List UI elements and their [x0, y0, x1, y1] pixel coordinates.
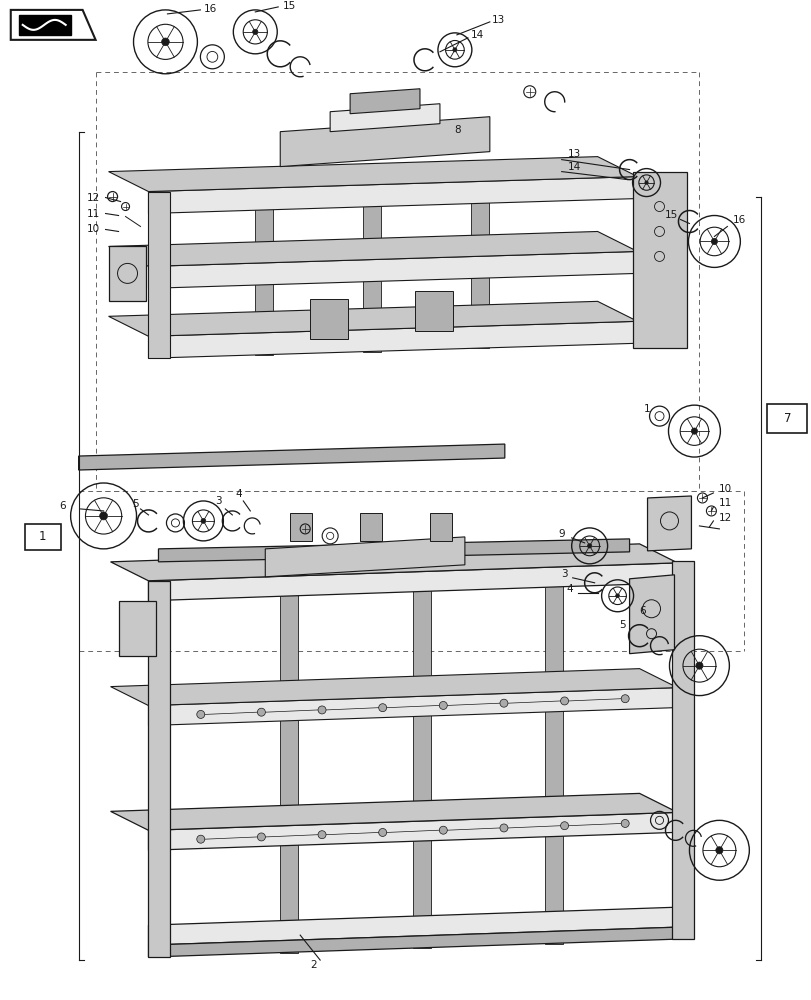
Circle shape	[257, 833, 265, 841]
Polygon shape	[470, 182, 488, 348]
Circle shape	[644, 181, 647, 184]
Circle shape	[500, 699, 508, 707]
Text: 11: 11	[718, 498, 731, 508]
Polygon shape	[310, 299, 348, 339]
Polygon shape	[429, 513, 452, 541]
Circle shape	[196, 835, 204, 843]
Polygon shape	[672, 561, 693, 939]
Text: 12: 12	[718, 513, 731, 523]
Text: 6: 6	[59, 501, 66, 511]
Polygon shape	[413, 572, 431, 948]
Polygon shape	[359, 513, 382, 541]
Circle shape	[620, 819, 629, 827]
Circle shape	[500, 824, 508, 832]
Polygon shape	[148, 321, 637, 358]
Polygon shape	[148, 581, 170, 957]
Polygon shape	[110, 669, 676, 706]
Text: 10: 10	[87, 224, 100, 234]
Text: 15: 15	[664, 210, 677, 220]
Polygon shape	[110, 793, 676, 830]
Text: 13: 13	[568, 149, 581, 159]
Circle shape	[453, 48, 457, 52]
Text: 6: 6	[638, 606, 645, 616]
Circle shape	[715, 847, 722, 854]
Polygon shape	[109, 246, 146, 301]
Circle shape	[318, 706, 326, 714]
Polygon shape	[148, 177, 637, 214]
Text: 4: 4	[566, 584, 573, 594]
Polygon shape	[414, 291, 453, 331]
Polygon shape	[109, 301, 637, 336]
Polygon shape	[632, 172, 687, 348]
Polygon shape	[330, 104, 440, 132]
Polygon shape	[766, 404, 806, 433]
Circle shape	[615, 594, 619, 598]
Polygon shape	[646, 496, 691, 551]
Text: 1: 1	[643, 404, 650, 414]
Circle shape	[695, 662, 702, 669]
Circle shape	[257, 708, 265, 716]
Circle shape	[560, 697, 568, 705]
Text: 14: 14	[568, 162, 581, 172]
Circle shape	[161, 38, 169, 46]
Polygon shape	[148, 907, 676, 945]
Polygon shape	[280, 117, 489, 167]
Polygon shape	[118, 601, 157, 656]
Circle shape	[560, 822, 568, 830]
Text: 2: 2	[310, 960, 316, 970]
Text: 14: 14	[470, 30, 484, 40]
Polygon shape	[280, 576, 298, 953]
Polygon shape	[255, 188, 273, 355]
Text: 11: 11	[87, 209, 100, 219]
Circle shape	[439, 701, 447, 709]
Circle shape	[378, 704, 386, 712]
Circle shape	[690, 428, 697, 434]
Polygon shape	[544, 567, 562, 944]
Circle shape	[318, 831, 326, 839]
Polygon shape	[265, 537, 465, 577]
Polygon shape	[363, 185, 380, 352]
Polygon shape	[350, 89, 419, 114]
Text: 15: 15	[282, 1, 295, 11]
Circle shape	[710, 238, 717, 245]
Circle shape	[378, 828, 386, 836]
Text: 4: 4	[234, 489, 242, 499]
Text: 13: 13	[491, 15, 504, 25]
Circle shape	[201, 519, 205, 523]
Text: 8: 8	[454, 125, 461, 135]
Polygon shape	[290, 513, 311, 541]
Polygon shape	[148, 927, 676, 957]
Text: 12: 12	[87, 193, 100, 203]
Circle shape	[100, 512, 107, 520]
Polygon shape	[148, 688, 676, 726]
Polygon shape	[19, 15, 71, 35]
Text: 5: 5	[619, 620, 625, 630]
Polygon shape	[11, 10, 96, 40]
Text: 9: 9	[558, 529, 564, 539]
Text: 5: 5	[132, 499, 139, 509]
Polygon shape	[158, 539, 629, 562]
Circle shape	[196, 710, 204, 718]
Text: 3: 3	[215, 496, 221, 506]
Polygon shape	[109, 157, 637, 192]
Polygon shape	[79, 444, 504, 470]
Polygon shape	[148, 192, 170, 358]
Polygon shape	[24, 524, 61, 550]
Circle shape	[620, 695, 629, 703]
Text: 3: 3	[560, 569, 568, 579]
Text: 16: 16	[732, 215, 745, 225]
Polygon shape	[148, 251, 637, 288]
Text: 16: 16	[204, 4, 217, 14]
Circle shape	[252, 29, 258, 34]
Text: 1: 1	[39, 530, 46, 543]
Circle shape	[587, 544, 591, 548]
Text: 7: 7	[783, 412, 790, 425]
Polygon shape	[148, 563, 676, 601]
Polygon shape	[110, 544, 676, 581]
Polygon shape	[148, 812, 676, 850]
Text: 10: 10	[718, 484, 731, 494]
Circle shape	[439, 826, 447, 834]
Polygon shape	[109, 231, 637, 266]
Polygon shape	[629, 575, 674, 654]
